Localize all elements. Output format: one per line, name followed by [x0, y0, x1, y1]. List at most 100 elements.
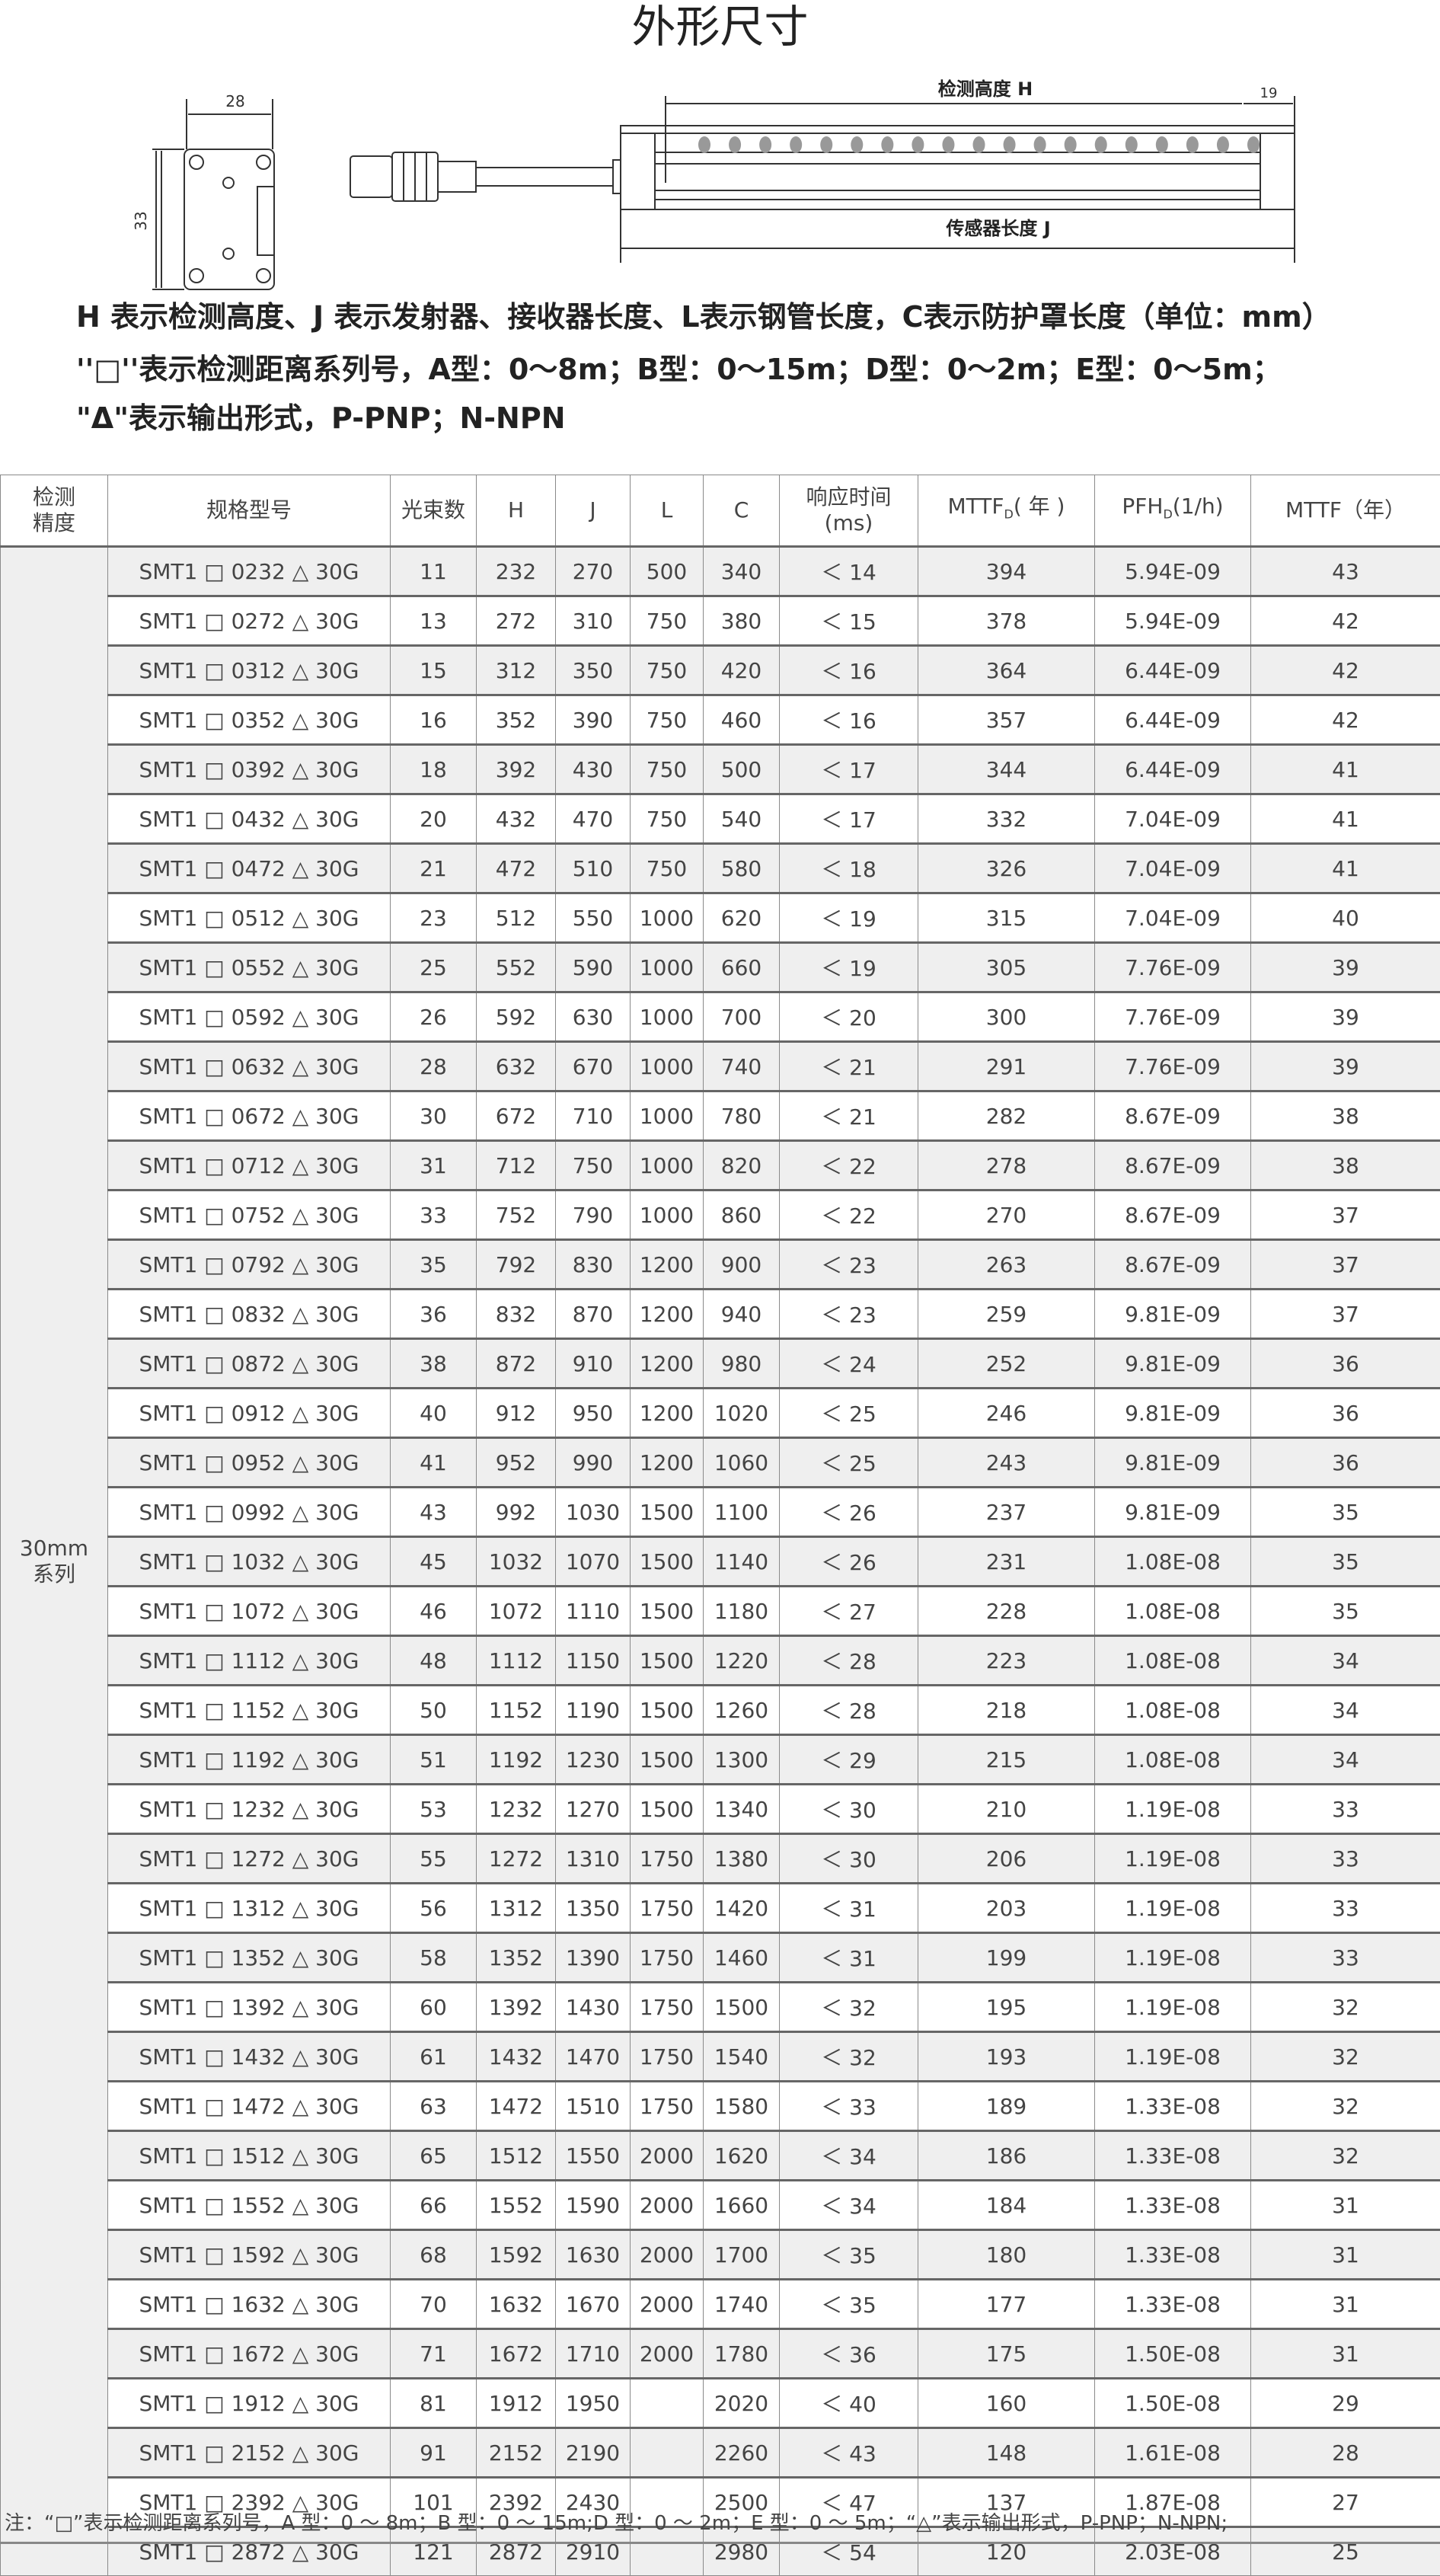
cell-pfhd: 1.50E-08 [1095, 2379, 1251, 2428]
cell-mttfd: 344 [918, 745, 1095, 794]
cell-beams: 20 [391, 794, 477, 844]
beam-dot [759, 136, 771, 153]
cell-c: 740 [704, 1042, 780, 1091]
cell-pfhd: 6.44E-09 [1095, 695, 1251, 745]
cell-mttf: 25 [1251, 2527, 1440, 2576]
cell-model: SMT1 □ 1112 △ 30G [108, 1636, 391, 1686]
cell-l: 2000 [631, 2181, 704, 2230]
beam-dot [973, 136, 985, 153]
cell-l: 1750 [631, 2082, 704, 2131]
cell-c: 900 [704, 1240, 780, 1290]
cell-l: 500 [631, 547, 704, 596]
cell-mttfd: 206 [918, 1834, 1095, 1884]
beam-dot [1065, 136, 1077, 153]
cell-mttfd: 263 [918, 1240, 1095, 1290]
cell-h: 1392 [477, 1983, 556, 2032]
spec-table: 检测精度 规格型号 光束数 H J L C 响应时间(ms) MTTFD( 年 … [0, 475, 1440, 2576]
cell-beams: 81 [391, 2379, 477, 2428]
cell-h: 1192 [477, 1735, 556, 1785]
cell-l: 750 [631, 596, 704, 646]
height-label: 33 [132, 211, 150, 230]
cell-h: 632 [477, 1042, 556, 1091]
beam-dot [912, 136, 924, 153]
beam-dot [790, 136, 802, 153]
cell-response: ＜ 40 [780, 2379, 918, 2428]
cell-j: 2190 [556, 2428, 631, 2478]
cell-model: SMT1 □ 0712 △ 30G [108, 1141, 391, 1191]
cell-response: ＜ 27 [780, 1587, 918, 1636]
cell-response: ＜ 35 [780, 2280, 918, 2329]
cell-j: 1430 [556, 1983, 631, 2032]
cell-h: 912 [477, 1389, 556, 1438]
cell-mttf: 32 [1251, 2131, 1440, 2181]
cell-j: 350 [556, 646, 631, 695]
cell-model: SMT1 □ 1392 △ 30G [108, 1983, 391, 2032]
cell-response: ＜ 14 [780, 547, 918, 596]
cell-mttfd: 300 [918, 992, 1095, 1042]
beam-dot [1217, 136, 1229, 153]
cell-mttfd: 175 [918, 2329, 1095, 2379]
cell-mttfd: 180 [918, 2230, 1095, 2280]
cell-pfhd: 1.08E-08 [1095, 1587, 1251, 1636]
cell-c: 1540 [704, 2032, 780, 2082]
cell-response: ＜ 34 [780, 2131, 918, 2181]
cell-c: 1180 [704, 1587, 780, 1636]
cell-pfhd: 1.08E-08 [1095, 1537, 1251, 1587]
cell-l: 750 [631, 646, 704, 695]
cell-h: 232 [477, 547, 556, 596]
cell-h: 672 [477, 1091, 556, 1141]
header-mttf: MTTF（年） [1251, 475, 1440, 547]
cell-l: 1500 [631, 1686, 704, 1735]
header-response: 响应时间(ms) [780, 475, 918, 547]
cell-l: 1500 [631, 1488, 704, 1537]
cell-response: ＜ 22 [780, 1141, 918, 1191]
cell-mttfd: 177 [918, 2280, 1095, 2329]
cell-response: ＜ 31 [780, 1933, 918, 1983]
cell-h: 1032 [477, 1537, 556, 1587]
cell-j: 1390 [556, 1933, 631, 1983]
cell-j: 870 [556, 1290, 631, 1339]
cell-j: 710 [556, 1091, 631, 1141]
beam-dot [1156, 136, 1168, 153]
cell-mttfd: 210 [918, 1785, 1095, 1834]
cell-j: 1670 [556, 2280, 631, 2329]
cell-mttf: 39 [1251, 943, 1440, 992]
cell-model: SMT1 □ 0472 △ 30G [108, 844, 391, 893]
cell-l: 1500 [631, 1785, 704, 1834]
cell-response: ＜ 36 [780, 2329, 918, 2379]
cell-beams: 15 [391, 646, 477, 695]
cell-l: 1500 [631, 1537, 704, 1587]
cell-beams: 40 [391, 1389, 477, 1438]
cell-response: ＜ 28 [780, 1636, 918, 1686]
cell-mttf: 39 [1251, 992, 1440, 1042]
cell-h: 312 [477, 646, 556, 695]
cell-h: 1512 [477, 2131, 556, 2181]
cell-j: 1230 [556, 1735, 631, 1785]
cell-model: SMT1 □ 0792 △ 30G [108, 1240, 391, 1290]
cell-model: SMT1 □ 0512 △ 30G [108, 893, 391, 943]
cell-response: ＜ 32 [780, 1983, 918, 2032]
cell-model: SMT1 □ 0352 △ 30G [108, 695, 391, 745]
cell-pfhd: 1.19E-08 [1095, 1834, 1251, 1884]
cell-beams: 58 [391, 1933, 477, 1983]
cell-mttfd: 195 [918, 1983, 1095, 2032]
cell-response: ＜ 16 [780, 646, 918, 695]
cell-mttf: 42 [1251, 646, 1440, 695]
cell-pfhd: 8.67E-09 [1095, 1141, 1251, 1191]
cell-j: 1630 [556, 2230, 631, 2280]
cell-j: 1270 [556, 1785, 631, 1834]
cell-pfhd: 1.33E-08 [1095, 2131, 1251, 2181]
cell-response: ＜ 30 [780, 1785, 918, 1834]
cell-h: 352 [477, 695, 556, 745]
cell-pfhd: 6.44E-09 [1095, 646, 1251, 695]
header-mttfd: MTTFD( 年 ) [918, 475, 1095, 547]
cell-c: 2020 [704, 2379, 780, 2428]
